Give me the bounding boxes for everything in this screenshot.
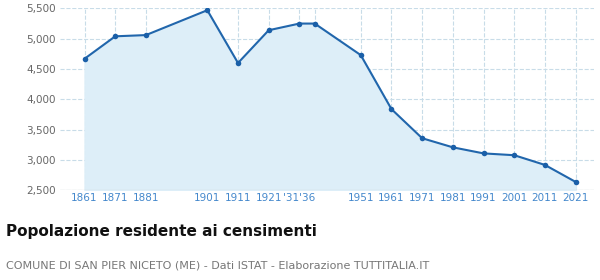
Point — [356, 53, 365, 57]
Point — [479, 151, 488, 156]
Point — [310, 21, 320, 26]
Point — [571, 180, 580, 184]
Text: COMUNE DI SAN PIER NICETO (ME) - Dati ISTAT - Elaborazione TUTTITALIA.IT: COMUNE DI SAN PIER NICETO (ME) - Dati IS… — [6, 260, 429, 270]
Point — [418, 136, 427, 141]
Point — [386, 107, 396, 111]
Point — [509, 153, 519, 157]
Point — [264, 28, 274, 32]
Point — [233, 61, 243, 65]
Point — [540, 163, 550, 167]
Point — [295, 21, 304, 26]
Point — [80, 57, 89, 61]
Point — [448, 145, 458, 150]
Point — [203, 8, 212, 13]
Point — [141, 33, 151, 37]
Text: Popolazione residente ai censimenti: Popolazione residente ai censimenti — [6, 224, 317, 239]
Point — [110, 34, 120, 39]
